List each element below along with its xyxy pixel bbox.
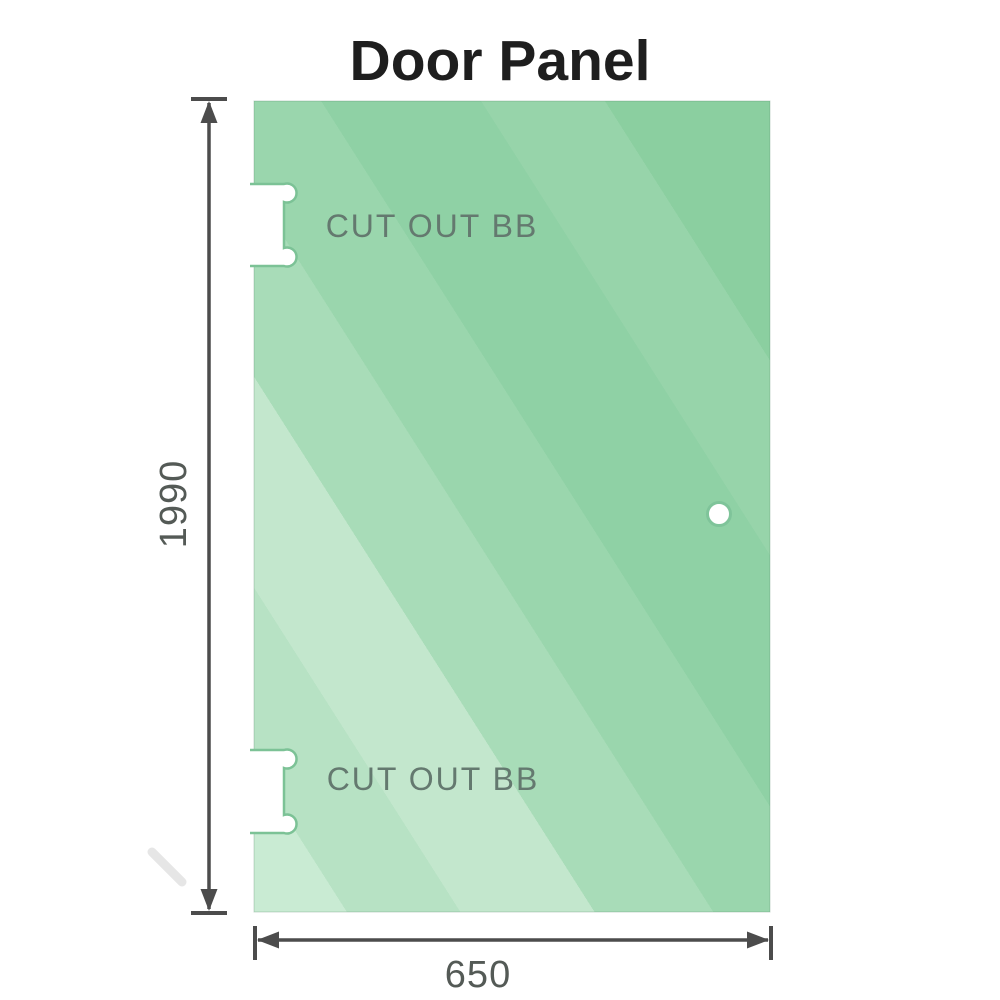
glass-panel [253, 100, 771, 913]
arrow-down-icon [200, 889, 218, 911]
arrow-up-icon [200, 101, 218, 123]
height-dimension-value: 1990 [153, 460, 195, 549]
arrow-left-icon [257, 931, 279, 949]
page-title: Door Panel [350, 29, 651, 93]
width-dimension: 650 [253, 926, 773, 996]
arrow-right-icon [747, 931, 769, 949]
width-dimension-value: 650 [445, 954, 511, 996]
cutout-label-bottom: CUT OUT BB [327, 761, 540, 797]
handle-hole [706, 501, 732, 527]
smudge-artifact [147, 847, 187, 887]
hinge-cutout-bottom [250, 748, 298, 835]
cutout-label-top: CUT OUT BB [326, 208, 539, 244]
hinge-cutout-top [250, 182, 298, 268]
height-dimension: 1990 [153, 97, 227, 915]
